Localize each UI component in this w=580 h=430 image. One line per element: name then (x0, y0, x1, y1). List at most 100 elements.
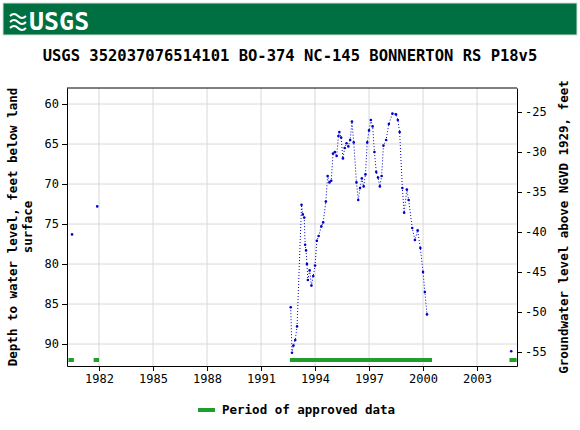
tick-mark (517, 112, 522, 113)
tick-mark (62, 224, 67, 225)
tick-label: 70 (45, 177, 59, 191)
plot-area (68, 112, 516, 362)
tick: 2000 (409, 366, 438, 386)
y-axis-title-line: surface (20, 200, 35, 253)
data-point (310, 284, 313, 287)
data-point (334, 151, 337, 154)
tick: -50 (517, 305, 547, 319)
axis-line (68, 366, 518, 367)
tick-label: -35 (525, 185, 547, 199)
data-point (422, 271, 425, 274)
tick: 75 (45, 217, 67, 231)
data-point (406, 188, 409, 191)
axis-line (67, 89, 68, 367)
data-point (340, 136, 343, 139)
tick-mark (62, 104, 67, 105)
tick-label: 60 (45, 97, 59, 111)
tick-mark (517, 232, 522, 233)
tick-mark (62, 144, 67, 145)
tick-mark (207, 366, 208, 371)
tick: 80 (45, 257, 67, 271)
data-point (377, 176, 380, 179)
tick: 1994 (301, 366, 330, 386)
logo: USGS (29, 7, 89, 36)
data-point (352, 141, 355, 144)
data-point (397, 119, 400, 122)
tick-mark (517, 352, 522, 353)
tick-label: -50 (525, 305, 547, 319)
tick-label: 65 (45, 137, 59, 151)
data-point (347, 145, 350, 148)
data-point (359, 187, 362, 190)
tick-label: -45 (525, 265, 547, 279)
data-point (306, 263, 309, 266)
tick-label: 1997 (355, 372, 384, 386)
tick-mark (517, 312, 522, 313)
data-point (292, 344, 295, 347)
legend: Period of approved data (198, 402, 395, 417)
data-point (289, 306, 292, 309)
data-point (326, 175, 329, 178)
grid-line-x (99, 88, 100, 366)
tick-label: -55 (525, 345, 547, 359)
chart-svg: USGS USGS 352037076514101 BO-374 NC-145 B… (0, 0, 580, 430)
data-point (345, 142, 348, 145)
data-point (407, 199, 410, 202)
tick: 70 (45, 177, 67, 191)
tick-mark (99, 366, 100, 371)
data-point (379, 185, 382, 188)
data-point (337, 135, 340, 138)
title: USGS 352037076514101 BO-374 NC-145 BONNE… (43, 47, 538, 65)
legend-label: Period of approved data (222, 402, 395, 417)
approved-period (509, 358, 516, 362)
tick-label: 2003 (463, 372, 492, 386)
data-point (398, 131, 401, 134)
tick-mark (62, 184, 67, 185)
data-point (411, 227, 414, 230)
data-point (380, 175, 383, 178)
tick-mark (62, 304, 67, 305)
data-point (373, 151, 376, 154)
data-point (343, 147, 346, 150)
tick-mark (477, 366, 478, 371)
tick: -40 (517, 225, 547, 239)
data-point (342, 157, 345, 160)
y2-axis-title: Groundwater level above NGVD 1929, feet (556, 80, 571, 374)
tick: -30 (517, 145, 547, 159)
data-point (362, 185, 365, 188)
banner (3, 3, 577, 35)
tick: -55 (517, 345, 547, 359)
data-point (395, 113, 398, 116)
tick: 90 (45, 337, 67, 351)
data-point (338, 131, 341, 134)
data-point (316, 240, 319, 243)
tick: 1985 (139, 366, 168, 386)
data-line (291, 114, 427, 353)
data-point (96, 205, 99, 208)
grid-line-x (207, 88, 208, 366)
data-point (364, 173, 367, 176)
grid-line-y (67, 304, 517, 305)
data-point (426, 313, 429, 316)
tick: 2003 (463, 366, 492, 386)
data-point (370, 119, 373, 122)
tick-label: 2000 (409, 372, 438, 386)
grid-line-x (369, 88, 370, 366)
data-point (71, 233, 74, 236)
tick: 60 (45, 97, 67, 111)
data-point (317, 235, 320, 238)
data-point (414, 239, 417, 242)
tick-mark (423, 366, 424, 371)
tick-label: 1988 (193, 372, 222, 386)
legend-swatch (198, 408, 215, 412)
grid-line-y (67, 224, 517, 225)
tick-mark (517, 192, 522, 193)
axis-line (517, 89, 518, 367)
logo-wave (10, 14, 26, 30)
frame-top (67, 88, 517, 89)
tick: 1982 (85, 366, 114, 386)
tick-mark (517, 152, 522, 153)
data-point (325, 200, 328, 203)
grid-line-y (67, 104, 517, 105)
data-point (335, 155, 338, 158)
